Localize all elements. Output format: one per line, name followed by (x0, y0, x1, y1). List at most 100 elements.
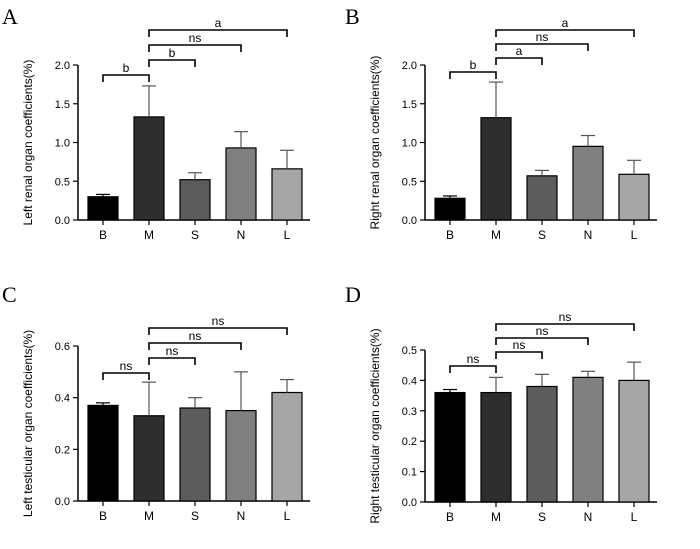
bar-b (87, 196, 119, 221)
bar-s (526, 175, 558, 221)
significance-bracket (449, 365, 497, 373)
x-tick-label-n: N (584, 510, 593, 524)
significance-bracket (495, 29, 635, 37)
y-tick-label: 1.5 (402, 99, 417, 111)
significance-bracket (148, 357, 196, 365)
panel-letter-d: D (345, 282, 361, 307)
y-tick-label: 0.4 (402, 375, 417, 387)
y-axis-title: Right renal organ coefficients(%) (368, 56, 382, 230)
significance-label: ns (212, 314, 225, 328)
bar-n (572, 376, 604, 503)
y-axis-title: Left renal organ coefficients(%) (21, 60, 35, 226)
y-tick-label: 1.0 (402, 138, 417, 150)
bar-s (179, 179, 211, 221)
significance-bracket (449, 71, 497, 79)
significance-bracket (495, 57, 543, 65)
bar-b (434, 197, 466, 221)
y-tick-label: 2.0 (55, 60, 70, 72)
bar-b (434, 391, 466, 503)
x-tick-label-b: B (446, 228, 454, 242)
significance-bracket (148, 342, 242, 350)
x-tick-label-s: S (191, 509, 199, 523)
significance-bracket (495, 351, 543, 359)
significance-bracket (495, 323, 635, 331)
y-tick-label: 0.0 (55, 496, 70, 508)
x-tick-label-l: L (284, 509, 291, 523)
significance-bracket (148, 327, 288, 335)
y-axis-title: Left testicular organ coefficients(%) (21, 330, 35, 517)
x-tick-label-s: S (538, 510, 546, 524)
significance-label: ns (513, 338, 526, 352)
bar-n (225, 409, 257, 502)
y-tick-label: 0.0 (402, 497, 417, 509)
bar-n (572, 145, 604, 221)
x-tick-label-n: N (584, 228, 593, 242)
significance-label: ns (467, 352, 480, 366)
significance-label: b (169, 46, 176, 60)
bar-s (526, 385, 558, 503)
y-tick-label: 1.0 (55, 138, 70, 150)
y-tick-label: 1.5 (55, 99, 70, 111)
x-tick-label-m: M (491, 228, 501, 242)
y-tick-label: 0.2 (402, 436, 417, 448)
y-tick-label: 0.0 (55, 215, 70, 227)
chart-panel-c: 0.0 0.2 0.4 0.6 Left testicular organ coeffi… (21, 314, 310, 523)
x-tick-label-l: L (631, 510, 638, 524)
bar-l (618, 379, 650, 503)
y-tick-label: 0.5 (55, 176, 70, 188)
significance-label: b (123, 61, 130, 75)
y-tick-label: 0.2 (55, 444, 70, 456)
significance-label: ns (536, 324, 549, 338)
chart-panel-a: 0.0 0.5 1.0 1.5 2.0 Left renal organ coeffici… (21, 16, 310, 242)
bar-l (618, 173, 650, 221)
significance-label: ns (166, 344, 179, 358)
y-tick-label: 0.5 (402, 345, 417, 357)
x-tick-label-b: B (99, 509, 107, 523)
x-tick-label-m: M (144, 228, 154, 242)
x-tick-label-b: B (99, 228, 107, 242)
significance-label: ns (189, 31, 202, 45)
bar-l (271, 168, 303, 221)
y-tick-label: 0.0 (402, 215, 417, 227)
panel-letter-c: C (2, 282, 17, 307)
x-tick-label-m: M (491, 510, 501, 524)
significance-label: ns (120, 359, 133, 373)
significance-bracket (148, 29, 288, 37)
significance-label: a (516, 44, 523, 58)
significance-label: ns (189, 329, 202, 343)
significance-bracket (102, 74, 150, 82)
x-tick-label-m: M (144, 509, 154, 523)
significance-label: ns (559, 310, 572, 324)
y-tick-label: 0.4 (55, 393, 70, 405)
significance-bracket (495, 43, 589, 51)
bar-n (225, 147, 257, 221)
x-tick-label-b: B (446, 510, 454, 524)
significance-bracket (102, 372, 150, 380)
significance-label: a (562, 16, 569, 30)
y-tick-label: 0.5 (402, 176, 417, 188)
y-axis-title: Right testicular organ coefficients(%) (368, 328, 382, 523)
bar-m (480, 391, 512, 503)
significance-label: ns (536, 30, 549, 44)
significance-label: b (470, 58, 477, 72)
significance-bracket (148, 59, 196, 67)
y-tick-label: 0.1 (402, 467, 417, 479)
y-tick-label: 0.3 (402, 406, 417, 418)
bar-m (133, 415, 165, 502)
x-tick-label-l: L (284, 228, 291, 242)
y-tick-label: 2.0 (402, 60, 417, 72)
chart-panel-b: 0.0 0.5 1.0 1.5 2.0 Right renal organ coeffic… (368, 16, 657, 242)
significance-bracket (495, 337, 589, 345)
x-tick-label-n: N (237, 228, 246, 242)
x-tick-label-s: S (191, 228, 199, 242)
chart-panel-d: 0.0 0.1 0.2 0.3 0.4 0.5 Right testicular organ… (368, 310, 657, 524)
x-tick-label-s: S (538, 228, 546, 242)
significance-bracket (148, 44, 242, 52)
bar-l (271, 391, 303, 502)
bar-s (179, 407, 211, 502)
significance-label: a (215, 16, 222, 30)
x-tick-label-l: L (631, 228, 638, 242)
panel-letter-a: A (2, 4, 18, 29)
bar-m (480, 117, 512, 221)
